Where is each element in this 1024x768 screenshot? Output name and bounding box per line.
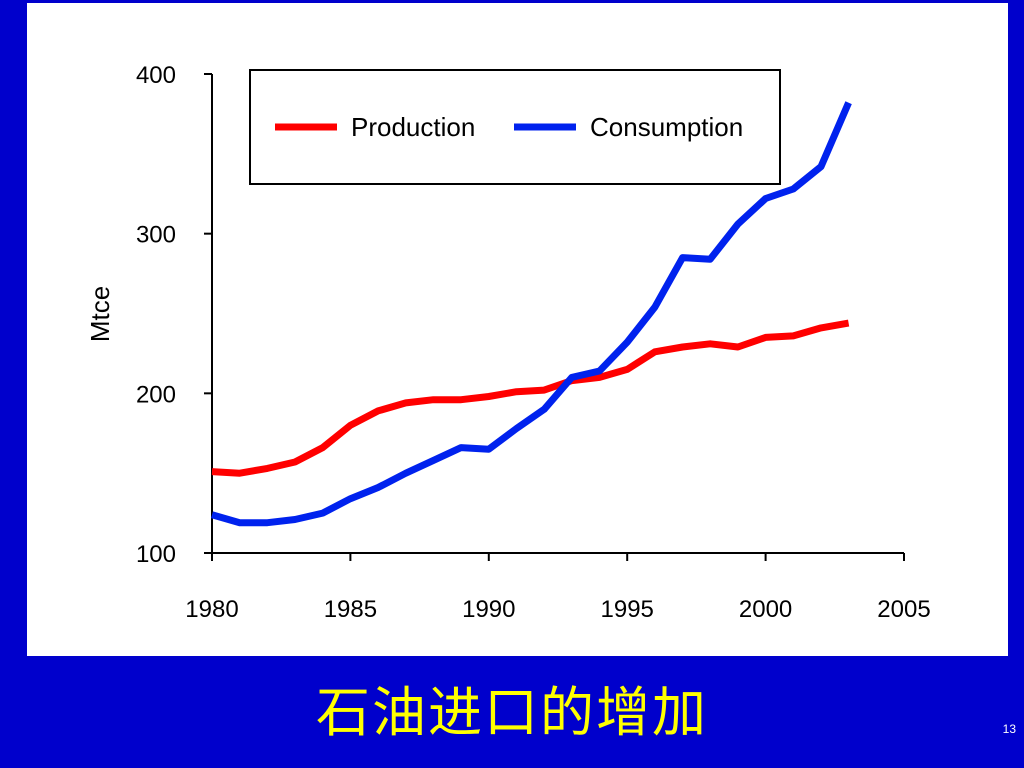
- series-line-consumption: [211, 101, 852, 527]
- chart-ticks: 100 200 300 400 1980 1985 1990 1995 2000 2005: [136, 62, 931, 623]
- x-tick-label: 1995: [601, 596, 654, 623]
- x-tick-label: 2000: [739, 596, 792, 623]
- y-axis-label: Mtce: [85, 286, 115, 342]
- x-tick-label: 1980: [185, 596, 238, 623]
- series-line-production: [211, 319, 850, 477]
- line-chart: 100 200 300 400 1980 1985 1990 1995 2000 2005 Pro…: [85, 62, 931, 623]
- legend-label-consumption: Consumption: [590, 112, 743, 142]
- chart-legend: Production Consumption: [249, 69, 781, 185]
- chart-panel: 100 200 300 400 1980 1985 1990 1995 2000 2005 Pro…: [27, 3, 1008, 656]
- y-tick-label: 100: [136, 541, 176, 568]
- y-tick-label: 400: [136, 62, 176, 89]
- slide-title: 石油进口的增加: [316, 681, 708, 744]
- y-tick-label: 200: [136, 381, 176, 408]
- x-tick-label: 1985: [324, 596, 377, 623]
- legend-label-production: Production: [351, 112, 475, 142]
- x-tick-label: 2005: [877, 596, 930, 623]
- page-number: 13: [1002, 722, 1016, 736]
- chart-series: [211, 101, 852, 527]
- y-tick-label: 300: [136, 222, 176, 249]
- x-tick-label: 1990: [462, 596, 515, 623]
